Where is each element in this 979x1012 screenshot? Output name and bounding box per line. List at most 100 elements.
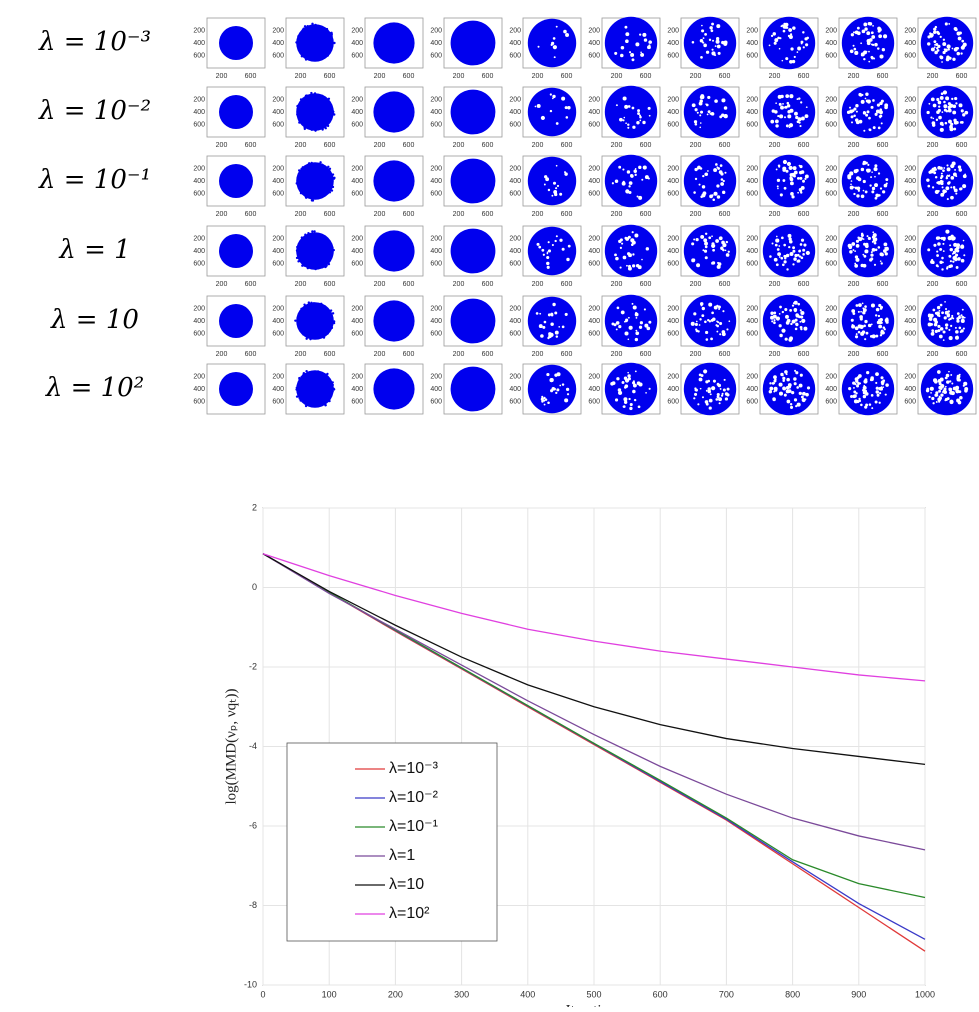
blob-hole	[797, 191, 800, 194]
blob-edge	[312, 302, 315, 305]
blob-edge	[309, 25, 312, 28]
blob-hole	[962, 113, 966, 117]
blob-edge	[303, 127, 307, 131]
blob-hole	[536, 242, 540, 246]
blob-hole	[768, 390, 773, 394]
blob-hole	[801, 318, 806, 323]
blob-hole	[860, 194, 865, 199]
blob-hole	[866, 110, 870, 114]
blob-hole	[786, 377, 790, 382]
blob-hole	[855, 333, 858, 336]
y-tick-label: -10	[244, 979, 257, 989]
blob-hole	[799, 309, 802, 312]
blob-hole	[792, 263, 795, 266]
blob-hole	[878, 194, 881, 197]
blob-hole	[877, 47, 880, 50]
panel-x-tick-label: 600	[403, 281, 415, 288]
legend-label: λ=10⁻²	[389, 789, 439, 806]
blob-hole	[624, 384, 629, 388]
blob-hole	[782, 24, 787, 29]
blob-edge	[303, 303, 306, 306]
panel-x-tick-label: 200	[769, 73, 781, 80]
blob-hole	[864, 338, 867, 341]
blob-hole	[938, 389, 941, 393]
blob-hole	[855, 257, 860, 262]
blob-hole	[941, 385, 944, 388]
blob-hole	[866, 370, 870, 375]
blob-hole	[870, 253, 874, 257]
blob-hole	[708, 302, 713, 307]
blob-hole	[721, 40, 725, 45]
blob-hole	[854, 335, 859, 339]
blob-hole	[547, 188, 551, 192]
legend-box	[286, 742, 498, 942]
blob-hole	[856, 31, 861, 36]
blob-hole	[554, 192, 558, 197]
panel-y-tick-label: 600	[825, 330, 837, 337]
blob-hole	[711, 194, 714, 197]
blob-hole	[627, 235, 631, 239]
blob-hole	[853, 192, 856, 196]
panel-y-tick-label: 400	[825, 318, 837, 325]
blob-edge	[331, 246, 334, 249]
blob-hole	[698, 324, 701, 326]
blob-hole	[948, 370, 950, 373]
blob-hole	[862, 238, 865, 240]
blob-hole	[865, 168, 870, 172]
blob-hole	[962, 327, 965, 330]
blob-hole	[938, 309, 941, 312]
blob-hole	[716, 382, 720, 386]
blob-hole	[870, 376, 874, 380]
blob-hole	[926, 110, 930, 115]
blob-hole	[874, 175, 876, 178]
blob-hole	[796, 386, 799, 389]
blob-hole	[552, 45, 557, 50]
blob-hole	[792, 246, 796, 250]
blob-hole	[559, 238, 563, 242]
blob-hole	[628, 397, 631, 401]
blob-hole	[707, 389, 712, 394]
blob-edge	[306, 266, 310, 270]
blob-hole	[786, 101, 790, 105]
blob-hole	[933, 27, 937, 31]
blob-hole	[948, 174, 951, 177]
blob-edge	[294, 319, 297, 322]
blob-hole	[874, 248, 878, 252]
blob-hole	[773, 311, 777, 315]
blob-hole	[611, 322, 615, 326]
series-line	[262, 553, 926, 682]
blob-hole	[711, 311, 714, 315]
blob-hole	[696, 263, 701, 268]
blob-hole	[621, 242, 624, 245]
blob-hole	[555, 235, 558, 238]
blob-hole	[800, 315, 804, 319]
blob-hole	[860, 42, 863, 45]
blob-hole	[937, 181, 942, 185]
blob-hole	[634, 233, 639, 238]
blob-hole	[627, 377, 631, 381]
blob-edge	[331, 383, 334, 387]
blob-hole	[866, 99, 871, 104]
blob-hole	[702, 249, 705, 252]
blob-hole	[789, 239, 793, 244]
blob-hole	[699, 387, 702, 390]
blob-hole	[782, 159, 788, 165]
panel-y-tick-label: 200	[351, 373, 363, 380]
blob-hole	[864, 305, 867, 308]
blob-hole	[641, 178, 644, 181]
blob-hole	[711, 242, 715, 246]
blob-hole	[946, 267, 949, 270]
blob-hole	[546, 251, 549, 254]
blob-hole	[698, 101, 703, 106]
blob-hole	[956, 312, 960, 315]
blob-hole	[862, 189, 865, 192]
panel-x-tick-label: 600	[324, 142, 336, 149]
blob-hole	[642, 32, 647, 37]
blob-hole	[879, 260, 882, 262]
blob-hole	[794, 111, 798, 116]
blob-hole	[960, 318, 965, 323]
blob-edge	[299, 191, 303, 195]
blob-hole	[870, 31, 874, 35]
blob-hole	[633, 169, 637, 173]
